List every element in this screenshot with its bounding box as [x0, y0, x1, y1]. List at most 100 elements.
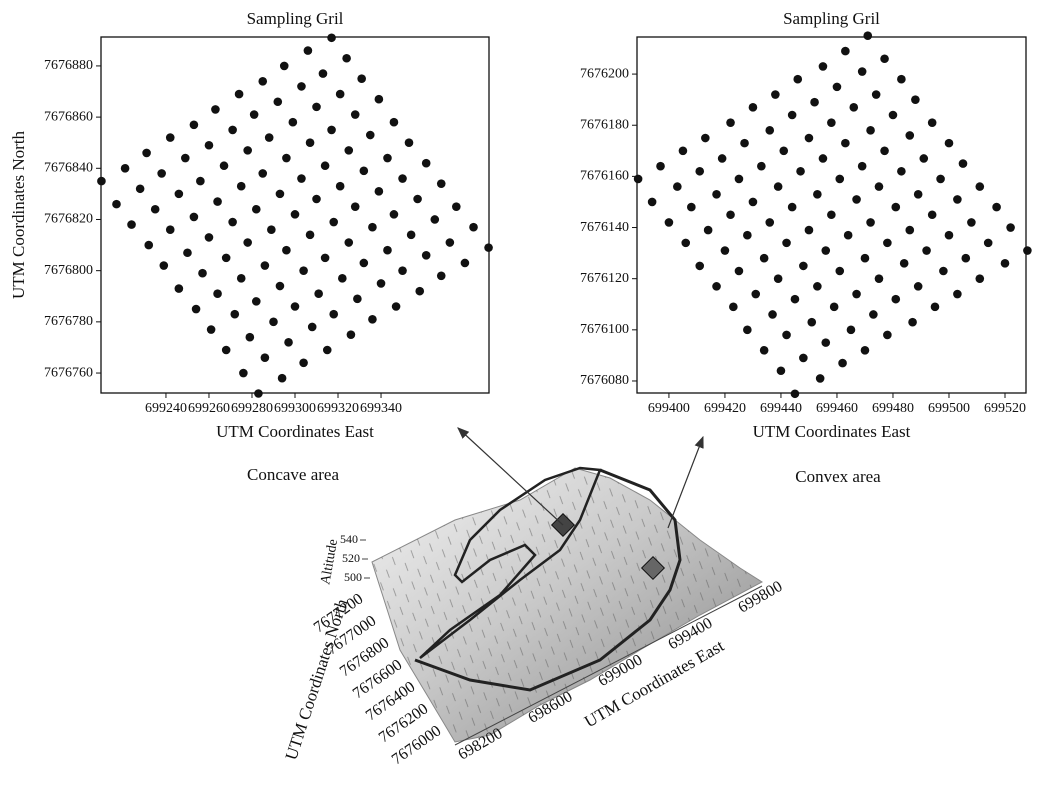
sample-point: [366, 131, 375, 140]
sample-point: [945, 139, 954, 148]
sample-point: [793, 75, 802, 84]
sample-point: [306, 231, 315, 240]
sample-point: [312, 195, 321, 204]
sample-point: [880, 147, 889, 156]
sample-point: [961, 254, 970, 263]
sample-point: [687, 203, 696, 212]
sample-point: [819, 154, 828, 163]
sample-point: [777, 366, 786, 375]
sample-point: [314, 289, 323, 298]
sample-point: [757, 162, 766, 171]
sample-point: [398, 266, 407, 275]
sample-point: [805, 134, 814, 143]
sample-point: [760, 346, 769, 355]
sample-point: [799, 262, 808, 271]
sample-point: [928, 118, 937, 127]
sample-point: [953, 290, 962, 299]
sample-point: [695, 262, 704, 271]
sample-point: [422, 251, 431, 260]
y-tick-label: 7676760: [44, 365, 93, 380]
sample-point: [726, 210, 735, 219]
sample-point: [735, 267, 744, 276]
sample-point: [230, 310, 239, 319]
x-tick-label: 699300: [274, 401, 316, 416]
sample-point: [284, 338, 293, 347]
sample-point: [392, 302, 401, 311]
z-tick-label: 500: [344, 570, 362, 584]
figure: Sampling GrilUTM Coordinates EastUTM Coo…: [0, 0, 1048, 786]
sample-point: [327, 126, 336, 135]
sample-point: [841, 47, 850, 56]
sample-point: [144, 241, 153, 250]
sample-point: [220, 161, 229, 170]
y-tick-label: 7676160: [580, 169, 629, 184]
x-tick-label: 699500: [928, 401, 970, 416]
sample-point: [835, 175, 844, 184]
sample-point: [805, 226, 814, 235]
x-tick-label: 699440: [760, 401, 802, 416]
sample-point: [344, 238, 353, 247]
sample-point: [319, 69, 328, 78]
x-tick-label: 699460: [816, 401, 858, 416]
sample-point: [827, 210, 836, 219]
sample-point: [679, 147, 688, 156]
z-tick-label: 520: [342, 551, 360, 565]
sample-point: [461, 259, 470, 268]
sample-point: [222, 346, 231, 355]
sample-point: [872, 90, 881, 99]
x-tick-label: 699340: [360, 401, 402, 416]
y-tick-label: 7676820: [44, 212, 93, 227]
sample-point: [181, 154, 190, 163]
sample-point: [484, 243, 493, 252]
y-tick-label: 7676800: [44, 263, 93, 278]
sample-point: [782, 331, 791, 340]
sample-point: [329, 218, 338, 227]
convex-arrow: [668, 437, 703, 528]
sample-point: [142, 149, 151, 158]
y-tick-label: 7676860: [44, 109, 93, 124]
y-axis-label: UTM Coordinates North: [9, 130, 28, 299]
sample-point: [222, 254, 231, 263]
sample-point: [261, 353, 270, 362]
sample-point: [351, 110, 360, 119]
sample-point: [743, 231, 752, 240]
z-axis-label: Altitude: [318, 538, 341, 586]
sample-point: [112, 200, 121, 209]
sample-point: [407, 231, 416, 240]
z-tick-label: 540: [340, 532, 358, 546]
sample-point: [297, 82, 306, 91]
sample-point: [398, 174, 407, 183]
sample-point: [207, 325, 216, 334]
sample-point: [336, 90, 345, 99]
sample-point: [883, 331, 892, 340]
chart-title: Sampling Gril: [783, 9, 880, 28]
x-tick-label: 699240: [145, 401, 187, 416]
chart-title: Sampling Gril: [247, 9, 344, 28]
sample-point: [779, 147, 788, 156]
sample-point: [183, 248, 192, 257]
sample-point: [239, 369, 248, 378]
sample-point: [858, 67, 867, 76]
sample-point: [844, 231, 853, 240]
sample-point: [891, 203, 900, 212]
sample-point: [883, 239, 892, 248]
sample-point: [157, 169, 166, 178]
sample-point: [900, 259, 909, 268]
x-tick-label: 699320: [317, 401, 359, 416]
sample-point: [258, 169, 267, 178]
x-tick-label: 699400: [648, 401, 690, 416]
sample-point: [891, 295, 900, 304]
sample-point: [205, 141, 214, 150]
sample-point: [413, 195, 422, 204]
sample-point: [243, 146, 252, 155]
sample-point: [914, 190, 923, 199]
sample-point: [261, 261, 270, 270]
sample-point: [308, 323, 317, 332]
sample-point: [863, 31, 872, 40]
sample-point: [291, 302, 300, 311]
sample-point: [821, 338, 830, 347]
sample-point: [211, 105, 220, 114]
sample-point: [282, 246, 291, 255]
sample-point: [190, 120, 199, 129]
sample-point: [908, 318, 917, 327]
